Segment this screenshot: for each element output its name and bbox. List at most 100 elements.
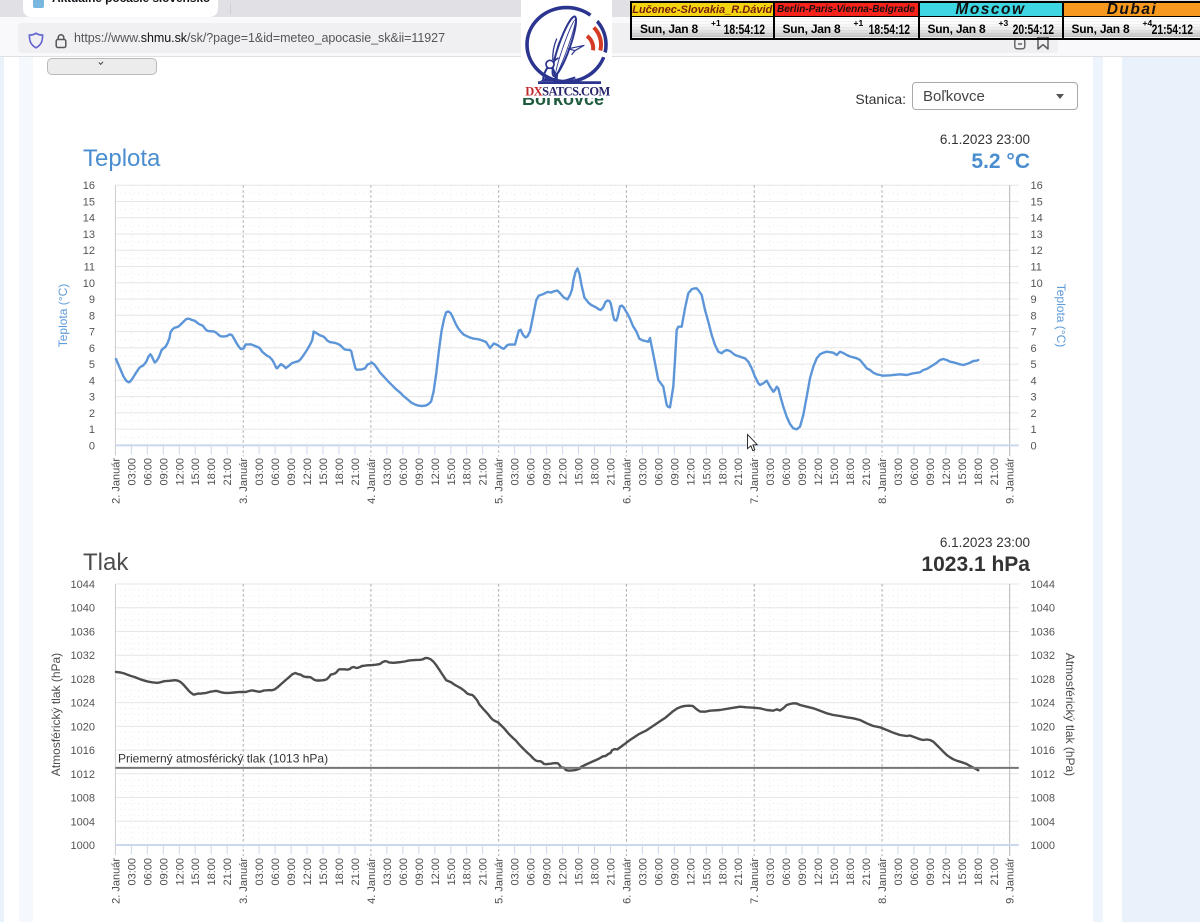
svg-text:03:00: 03:00 (254, 858, 266, 886)
svg-text:Teplota: Teplota (83, 145, 161, 172)
svg-text:6. Január: 6. Január (621, 458, 633, 504)
svg-text:1044: 1044 (1031, 579, 1055, 591)
svg-text:5. Január: 5. Január (494, 458, 506, 504)
svg-text:1020: 1020 (1031, 721, 1055, 733)
svg-text:5.2 °C: 5.2 °C (971, 150, 1030, 173)
svg-text:06:00: 06:00 (270, 858, 282, 886)
svg-text:18:00: 18:00 (717, 458, 729, 486)
svg-text:06:00: 06:00 (526, 858, 538, 886)
svg-text:18:00: 18:00 (973, 458, 985, 486)
svg-text:12:00: 12:00 (174, 858, 186, 886)
svg-text:03:00: 03:00 (510, 858, 522, 886)
svg-text:21:00: 21:00 (222, 858, 234, 886)
svg-text:3: 3 (1031, 392, 1037, 404)
svg-text:5: 5 (89, 359, 95, 371)
svg-text:21:00: 21:00 (222, 458, 234, 486)
svg-text:15:00: 15:00 (957, 858, 969, 886)
svg-text:09:00: 09:00 (797, 458, 809, 486)
svg-text:18:00: 18:00 (590, 458, 602, 486)
svg-text:14: 14 (83, 213, 95, 225)
svg-text:18:00: 18:00 (462, 458, 474, 486)
svg-text:13: 13 (1031, 229, 1043, 241)
svg-text:12:00: 12:00 (941, 458, 953, 486)
svg-text:06:00: 06:00 (781, 458, 793, 486)
svg-text:06:00: 06:00 (653, 458, 665, 486)
svg-text:09:00: 09:00 (542, 458, 554, 486)
svg-text:12:00: 12:00 (941, 858, 953, 886)
svg-text:09:00: 09:00 (286, 858, 298, 886)
svg-text:03:00: 03:00 (510, 458, 522, 486)
svg-text:03:00: 03:00 (254, 458, 266, 486)
svg-text:18:00: 18:00 (845, 858, 857, 886)
svg-text:Atmosférický tlak (hPa): Atmosférický tlak (hPa) (1063, 653, 1077, 776)
svg-text:2: 2 (1031, 408, 1037, 420)
svg-text:1016: 1016 (71, 745, 95, 757)
svg-text:09:00: 09:00 (669, 458, 681, 486)
svg-text:21:00: 21:00 (350, 858, 362, 886)
svg-text:15: 15 (1031, 197, 1043, 209)
svg-text:8. Január: 8. Január (877, 858, 889, 904)
svg-text:1032: 1032 (1031, 650, 1055, 662)
svg-text:11: 11 (1031, 262, 1042, 274)
svg-text:18:00: 18:00 (334, 858, 346, 886)
svg-text:7. Január: 7. Január (749, 458, 761, 504)
svg-text:12:00: 12:00 (558, 458, 570, 486)
svg-text:18:00: 18:00 (973, 858, 985, 886)
svg-text:1024: 1024 (1031, 698, 1055, 710)
svg-text:1008: 1008 (1031, 793, 1055, 805)
svg-text:DXSATCS.COM: DXSATCS.COM (525, 85, 610, 99)
svg-text:03:00: 03:00 (893, 858, 905, 886)
svg-text:06:00: 06:00 (909, 858, 921, 886)
svg-text:1016: 1016 (1031, 745, 1055, 757)
svg-text:03:00: 03:00 (126, 458, 138, 486)
svg-text:21:00: 21:00 (733, 858, 745, 886)
svg-text:06:00: 06:00 (653, 858, 665, 886)
svg-text:09:00: 09:00 (669, 858, 681, 886)
svg-text:1028: 1028 (1031, 674, 1055, 686)
svg-text:8: 8 (89, 310, 95, 322)
svg-text:5: 5 (1031, 359, 1037, 371)
svg-text:21:00: 21:00 (861, 458, 873, 486)
svg-text:09:00: 09:00 (158, 458, 170, 486)
svg-text:03:00: 03:00 (765, 458, 777, 486)
svg-text:13: 13 (83, 229, 95, 241)
svg-text:7. Január: 7. Január (749, 858, 761, 904)
svg-text:1040: 1040 (71, 603, 95, 615)
svg-text:3. Január: 3. Január (238, 858, 250, 904)
svg-text:6: 6 (89, 343, 95, 355)
svg-text:09:00: 09:00 (286, 458, 298, 486)
svg-text:0: 0 (1031, 440, 1037, 452)
svg-text:4. Január: 4. Január (366, 458, 378, 504)
svg-text:15:00: 15:00 (574, 458, 586, 486)
svg-text:4: 4 (89, 375, 95, 387)
svg-text:09:00: 09:00 (414, 858, 426, 886)
svg-text:21:00: 21:00 (478, 858, 490, 886)
svg-text:3. Január: 3. Január (238, 458, 250, 504)
svg-text:Teplota (°C): Teplota (°C) (1054, 284, 1068, 348)
svg-text:1008: 1008 (71, 793, 95, 805)
svg-text:15:00: 15:00 (829, 458, 841, 486)
svg-text:6.1.2023 23:00: 6.1.2023 23:00 (940, 535, 1030, 550)
svg-text:18:00: 18:00 (590, 858, 602, 886)
svg-text:15:00: 15:00 (701, 858, 713, 886)
svg-text:06:00: 06:00 (398, 858, 410, 886)
svg-text:06:00: 06:00 (142, 458, 154, 486)
svg-text:1032: 1032 (71, 650, 95, 662)
svg-text:21:00: 21:00 (606, 858, 618, 886)
svg-text:21:00: 21:00 (606, 458, 618, 486)
svg-text:12: 12 (83, 245, 95, 257)
svg-text:06:00: 06:00 (781, 858, 793, 886)
svg-text:1036: 1036 (1031, 627, 1055, 639)
svg-text:15:00: 15:00 (446, 458, 458, 486)
svg-text:15:00: 15:00 (574, 858, 586, 886)
svg-text:1036: 1036 (71, 627, 95, 639)
svg-text:12:00: 12:00 (430, 458, 442, 486)
svg-text:15:00: 15:00 (957, 458, 969, 486)
svg-text:12:00: 12:00 (813, 458, 825, 486)
svg-text:18:00: 18:00 (206, 458, 218, 486)
svg-text:15:00: 15:00 (446, 858, 458, 886)
svg-text:03:00: 03:00 (637, 458, 649, 486)
svg-text:12:00: 12:00 (430, 858, 442, 886)
svg-text:14: 14 (1031, 213, 1043, 225)
svg-text:6.1.2023 23:00: 6.1.2023 23:00 (940, 132, 1030, 147)
